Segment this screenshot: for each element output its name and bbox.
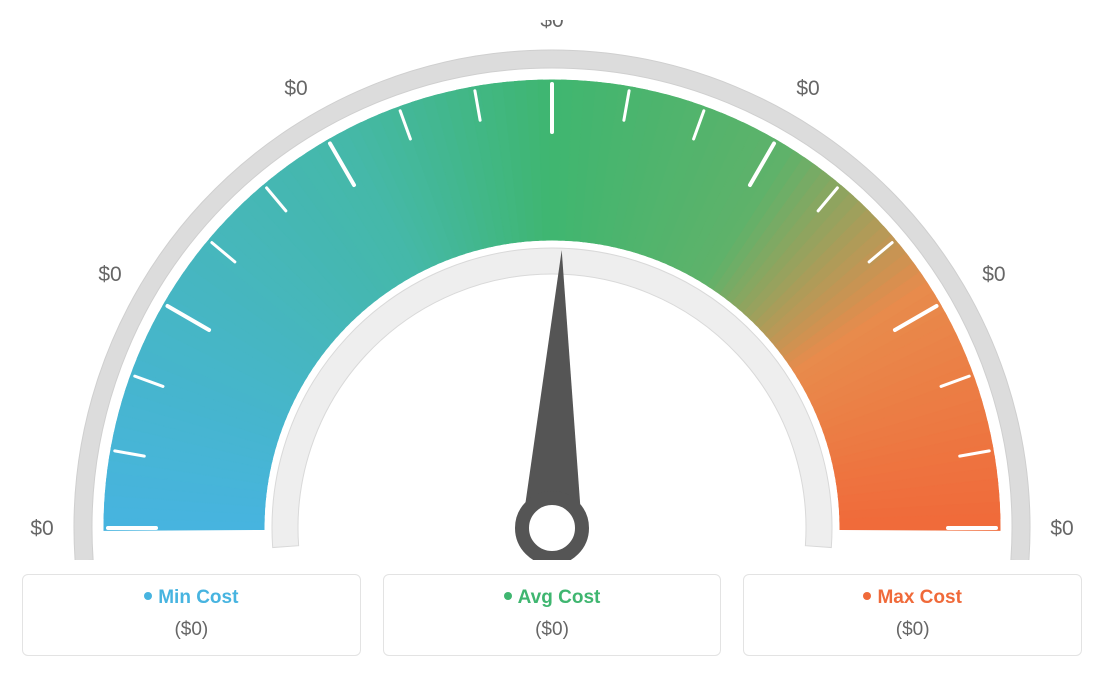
legend-card-max: Max Cost ($0) bbox=[743, 574, 1082, 656]
legend-max-label: Max Cost bbox=[877, 587, 961, 608]
gauge-svg: $0 $0 $0 $0 $0 $0 $0 bbox=[22, 20, 1082, 560]
svg-text:$0: $0 bbox=[284, 77, 307, 100]
legend-avg-dot bbox=[504, 592, 512, 600]
svg-text:$0: $0 bbox=[30, 517, 53, 540]
legend-min-title: Min Cost bbox=[23, 587, 360, 609]
legend-min-value: ($0) bbox=[23, 619, 360, 641]
legend-card-avg: Avg Cost ($0) bbox=[383, 574, 722, 656]
legend-avg-label: Avg Cost bbox=[518, 587, 601, 608]
gauge-chart: $0 $0 $0 $0 $0 $0 $0 bbox=[22, 20, 1082, 560]
svg-text:$0: $0 bbox=[540, 20, 563, 32]
legend-avg-value: ($0) bbox=[384, 619, 721, 641]
legend-max-title: Max Cost bbox=[744, 587, 1081, 609]
legend-row: Min Cost ($0) Avg Cost ($0) Max Cost ($0… bbox=[22, 574, 1082, 656]
svg-text:$0: $0 bbox=[1050, 517, 1073, 540]
legend-max-value: ($0) bbox=[744, 619, 1081, 641]
svg-text:$0: $0 bbox=[98, 263, 121, 286]
legend-min-dot bbox=[144, 592, 152, 600]
legend-card-min: Min Cost ($0) bbox=[22, 574, 361, 656]
svg-text:$0: $0 bbox=[796, 77, 819, 100]
legend-min-label: Min Cost bbox=[158, 587, 238, 608]
legend-max-dot bbox=[863, 592, 871, 600]
svg-text:$0: $0 bbox=[982, 263, 1005, 286]
legend-avg-title: Avg Cost bbox=[384, 587, 721, 609]
